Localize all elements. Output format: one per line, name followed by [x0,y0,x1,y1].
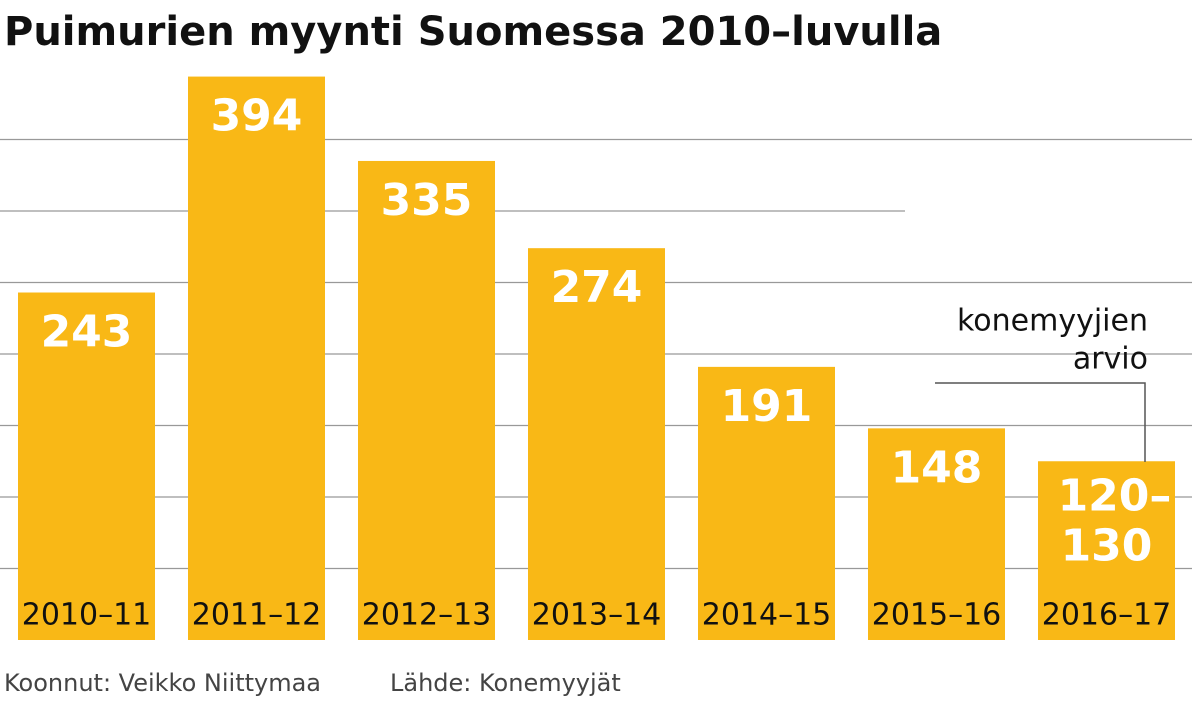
x-tick-label: 2010–11 [22,598,152,633]
bar [18,292,155,640]
x-tick-label: 2013–14 [532,598,662,633]
x-tick-label: 2014–15 [702,598,832,633]
value-label: 148 [891,442,983,493]
bar [698,366,835,640]
bar [528,248,665,640]
annotation: konemyyjien [957,304,1148,339]
value-label: 394 [211,91,303,142]
value-label: 120– 130 [1058,470,1172,571]
bar [358,160,495,640]
x-tick-label: 2011–12 [192,598,322,633]
bar [188,76,325,640]
footer: Koonnut: Veikko Niittymaa [4,669,321,697]
annotation: arvio [1073,342,1148,377]
chart-title: Puimurien myynti Suomessa 2010–luvulla [4,9,942,55]
x-tick-label: 2016–17 [1042,598,1172,633]
value-label: 243 [41,307,133,358]
bar [1038,461,1175,640]
x-tick-label: 2012–13 [362,598,492,633]
value-label: 191 [721,381,813,432]
x-tick-label: 2015–16 [872,598,1002,633]
value-label: 274 [551,262,643,313]
value-label: 335 [381,175,473,226]
annotation-line [935,382,1146,462]
footer: Lähde: Konemyyjät [390,669,621,697]
bar [868,428,1005,640]
